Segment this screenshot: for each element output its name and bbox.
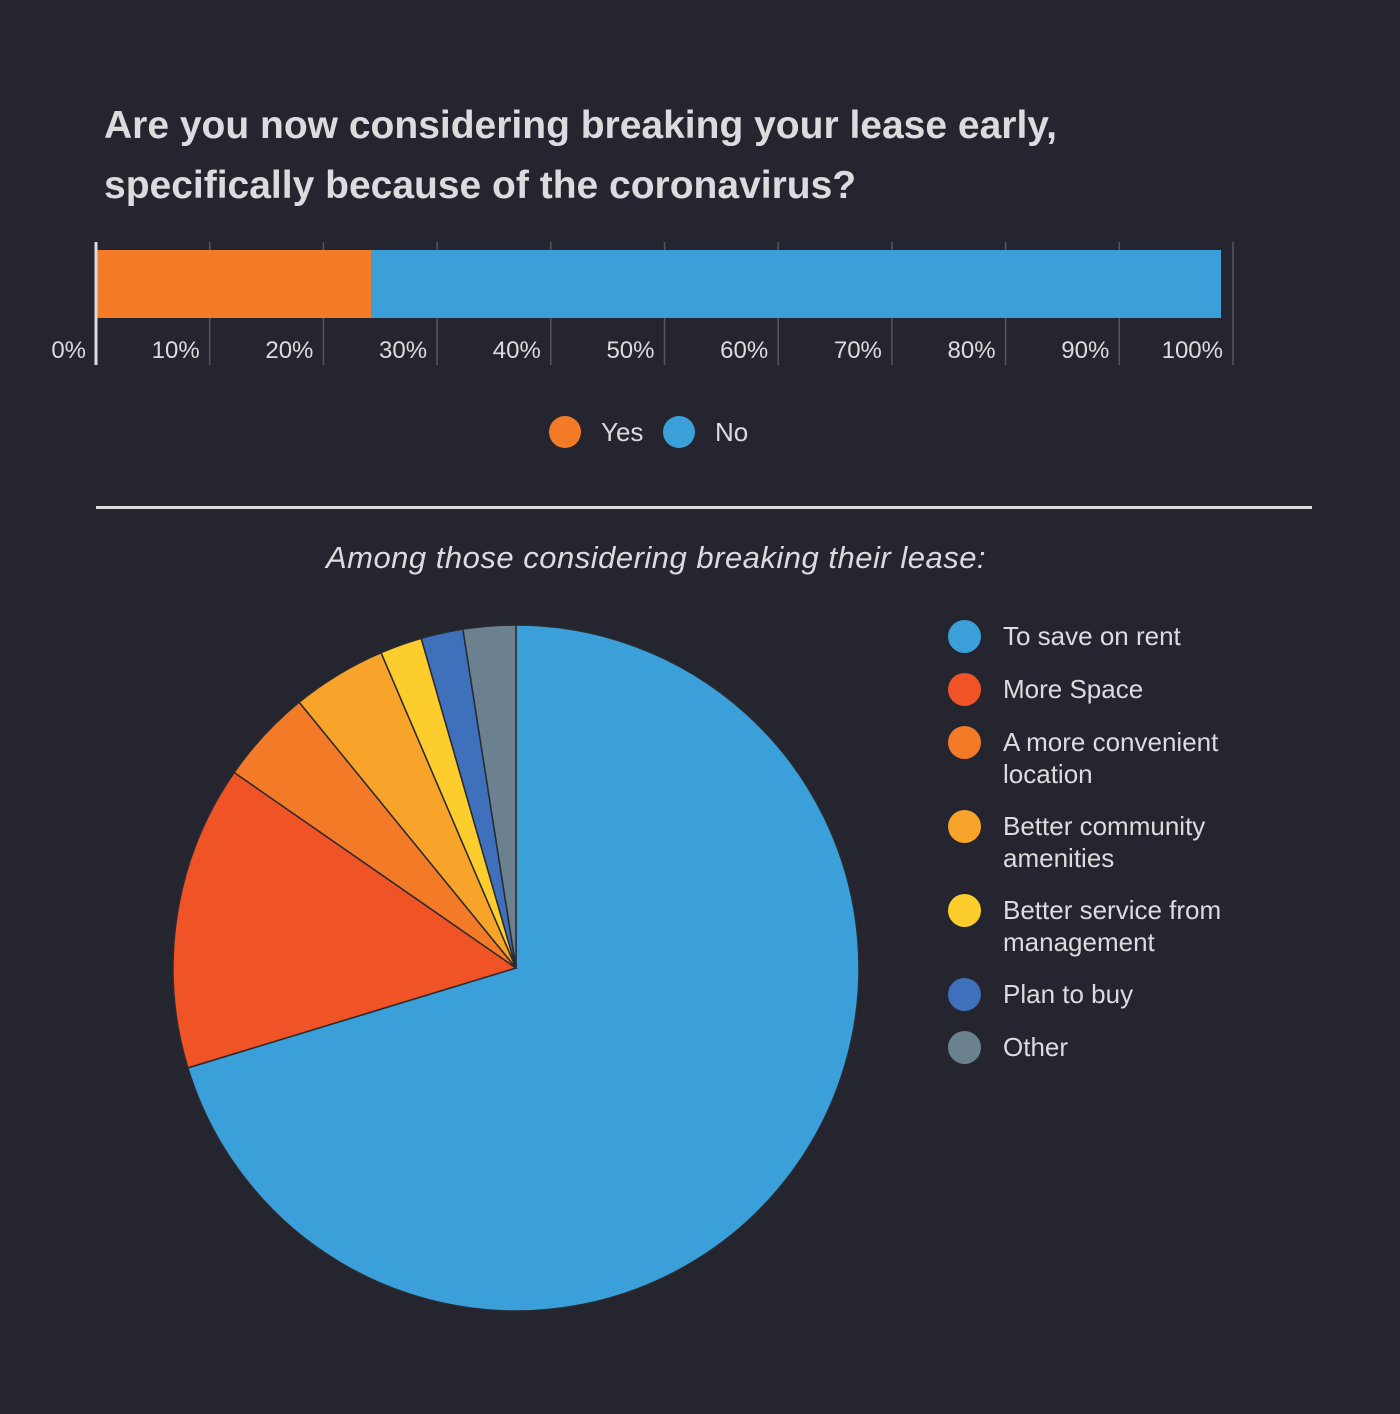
pie-legend-item: Other: [948, 1031, 1368, 1064]
pie-legend-swatch: [948, 978, 981, 1011]
x-tick-label: 60%: [720, 337, 768, 364]
pie-legend-label: Better community amenities: [1003, 811, 1206, 873]
pie-legend-swatch: [948, 1031, 981, 1064]
pie-legend-item: To save on rent: [948, 620, 1368, 653]
pie-legend-swatch: [948, 894, 981, 927]
pie-legend-swatch: [948, 673, 981, 706]
pie-legend-item: More Space: [948, 673, 1368, 706]
pie-slice-other: [462, 624, 517, 969]
pie-slice-to-save-on-rent: [186, 624, 860, 1312]
pie-legend-item: A more convenient location: [948, 726, 1368, 790]
x-tick-label: 90%: [1061, 337, 1109, 364]
pie-slice-more-space: [172, 771, 518, 1069]
pie-legend-swatch: [948, 810, 981, 843]
legend-label-no: No: [715, 416, 749, 447]
x-tick-label: 40%: [493, 337, 541, 364]
pie-legend-label: To save on rent: [1003, 621, 1181, 651]
x-tick-label: 20%: [265, 337, 313, 364]
pie-legend-label: More Space: [1003, 674, 1144, 704]
bar-segment-no: [371, 250, 1221, 318]
section-divider: [96, 506, 1312, 509]
pie-title: Among those considering breaking their l…: [325, 540, 987, 575]
stacked-bar-chart: 0% 10% 20% 30% 40% 50% 60% 70% 80% 90% 100%: [51, 242, 1234, 365]
bar-segment-yes: [96, 250, 372, 318]
pie-legend-swatch: [948, 726, 981, 759]
pie-legend: To save on rent More Space A more convenie…: [948, 620, 1368, 1084]
legend-item-no: No: [663, 412, 748, 452]
x-tick-label: 70%: [834, 337, 882, 364]
pie-legend-item: Better community amenities: [948, 810, 1368, 874]
chart-title: Are you now considering breaking your le…: [104, 104, 1057, 207]
pie-legend-item: Plan to buy: [948, 978, 1368, 1011]
legend-swatch-no: [663, 416, 695, 448]
pie-legend-swatch: [948, 620, 981, 653]
x-tick-label: 0%: [51, 337, 86, 364]
pie-legend-label: Plan to buy: [1003, 979, 1134, 1009]
pie-legend-item: Better service from management: [948, 894, 1368, 958]
legend-label-yes: Yes: [601, 416, 644, 447]
x-tick-label: 100%: [1162, 337, 1223, 364]
x-tick-label: 80%: [948, 337, 996, 364]
x-tick-label: 10%: [152, 337, 200, 364]
pie-legend-label: A more convenient location: [1003, 727, 1219, 789]
legend-item-yes: Yes: [549, 412, 643, 452]
x-tick-label: 50%: [606, 337, 654, 364]
pie-legend-label: Better service from management: [1003, 895, 1222, 957]
x-tick-label: 30%: [379, 337, 427, 364]
pie-legend-label: Other: [1003, 1032, 1069, 1062]
legend-swatch-yes: [549, 416, 581, 448]
bar-legend: Yes No: [0, 412, 1400, 452]
pie-chart: [172, 624, 860, 1312]
